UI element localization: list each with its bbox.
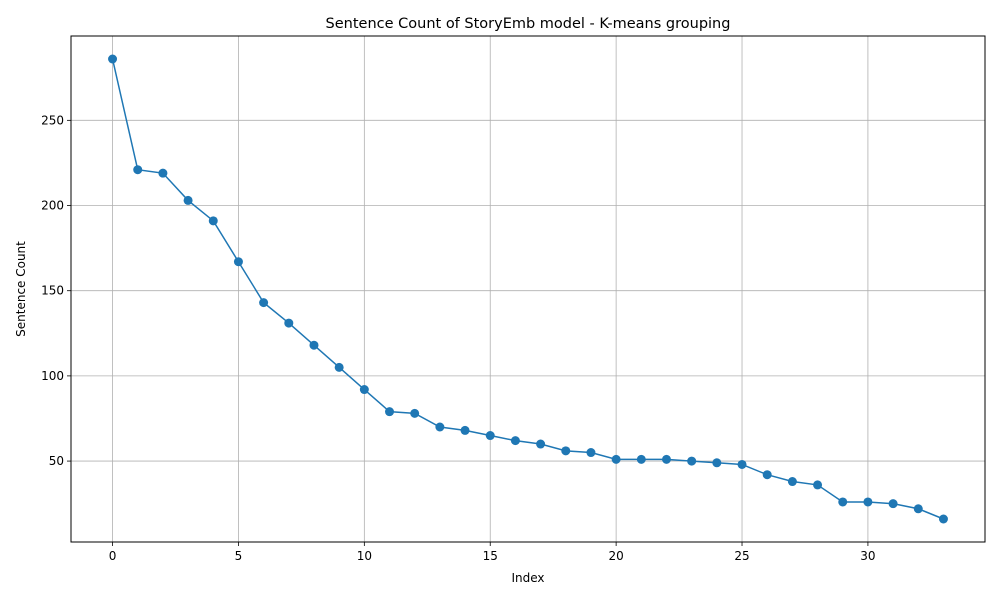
data-point — [586, 448, 596, 458]
data-point — [233, 257, 243, 267]
x-tick-label: 0 — [109, 549, 117, 563]
data-point — [158, 168, 168, 178]
data-point — [410, 408, 420, 418]
data-point — [284, 318, 294, 328]
data-point — [561, 446, 571, 456]
data-point — [888, 499, 898, 509]
x-tick-label: 20 — [608, 549, 623, 563]
chart-title: Sentence Count of StoryEmb model - K-mea… — [326, 16, 731, 32]
y-tick-label: 250 — [41, 113, 64, 127]
data-point — [938, 514, 948, 524]
data-point — [712, 458, 722, 468]
data-point — [737, 459, 747, 469]
data-point — [838, 497, 848, 507]
x-tick-label: 10 — [357, 549, 372, 563]
data-point — [636, 454, 646, 464]
grid — [71, 36, 985, 542]
x-axis: 0 5 10 15 20 25 30 — [109, 542, 876, 563]
data-point — [863, 497, 873, 507]
data-point — [385, 407, 395, 417]
data-point — [108, 54, 118, 64]
x-tick-label: 25 — [734, 549, 749, 563]
data-point — [334, 362, 344, 372]
x-axis-label: Index — [511, 571, 544, 585]
data-point — [762, 470, 772, 480]
y-tick-label: 150 — [41, 284, 64, 298]
x-tick-label: 15 — [483, 549, 498, 563]
data-point — [661, 454, 671, 464]
x-tick-label: 30 — [860, 549, 875, 563]
data-point — [259, 298, 269, 308]
data-point — [813, 480, 823, 490]
y-tick-label: 50 — [49, 454, 64, 468]
y-axis-label: Sentence Count — [14, 241, 28, 337]
data-point — [309, 340, 319, 350]
x-tick-label: 5 — [235, 549, 243, 563]
data-point — [435, 422, 445, 432]
data-point — [208, 216, 218, 226]
data-point — [133, 165, 143, 175]
data-point — [536, 439, 546, 449]
plot-frame — [70, 35, 986, 543]
data-point — [913, 504, 923, 514]
y-axis: 50 100 150 200 250 — [41, 113, 71, 468]
data-point — [485, 431, 495, 441]
data-point — [460, 425, 470, 435]
y-tick-label: 200 — [41, 199, 64, 213]
data-point — [611, 454, 621, 464]
data-point — [183, 195, 193, 205]
series-line — [111, 58, 944, 520]
data-point — [787, 477, 797, 487]
series-layer — [108, 54, 948, 524]
y-tick-label: 100 — [41, 369, 64, 383]
data-point — [510, 436, 520, 446]
data-point — [687, 456, 697, 466]
data-point — [359, 385, 369, 395]
